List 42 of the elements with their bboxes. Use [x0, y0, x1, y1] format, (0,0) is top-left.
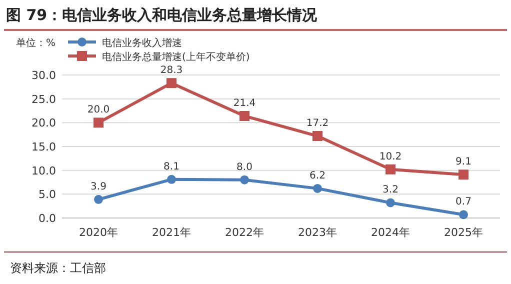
point: [167, 174, 176, 184]
point: [166, 78, 176, 88]
data-label: 17.2: [306, 118, 329, 130]
y-tick-label: 30.0: [32, 69, 56, 82]
x-tick-label: 2025年: [444, 226, 483, 239]
chart-title: 图 79：电信业务收入和电信业务总量增长情况: [6, 6, 318, 24]
point: [312, 131, 322, 142]
y-tick-label: 15.0: [32, 140, 56, 154]
point: [240, 175, 249, 184]
legend-label: 电信业务总量增速(上年不变单价): [102, 51, 250, 63]
y-tick-label: 20.0: [32, 116, 56, 130]
data-label: 6.2: [310, 170, 326, 182]
text: 资料来源：工信部: [10, 261, 106, 275]
data-label: 0.7: [456, 196, 472, 208]
y-tick-label: 5.0: [38, 188, 56, 202]
y-tick-label: 0.0: [38, 212, 56, 225]
x-tick-label: 2024年: [371, 226, 410, 239]
point: [386, 198, 395, 208]
data-label: 21.4: [233, 98, 256, 109]
data-label: 9.1: [456, 156, 472, 168]
y-tick-label: 25.0: [32, 92, 56, 106]
data-label: 8.0: [236, 162, 252, 173]
data-label: 10.2: [379, 151, 402, 162]
point: [94, 194, 103, 204]
point: [94, 118, 104, 128]
x-tick-label: 2020年: [79, 226, 118, 239]
data-label: 3.2: [382, 184, 398, 196]
x-tick-label: 2023年: [298, 226, 337, 239]
point: [458, 170, 468, 180]
x-tick-label: 2021年: [152, 226, 191, 239]
point: [386, 164, 396, 174]
data-label: 28.3: [160, 65, 183, 76]
data-label: 3.9: [90, 181, 106, 192]
point: [459, 210, 468, 220]
data-label: 20.0: [87, 104, 110, 116]
y-axis-title: 单位：%: [16, 37, 56, 49]
y-tick-label: 10.0: [32, 164, 56, 178]
data-label: 8.1: [164, 161, 180, 172]
x-tick-label: 2022年: [225, 226, 264, 239]
legend-label: 电信业务收入增速: [102, 37, 182, 49]
point: [313, 184, 322, 193]
point: [240, 110, 250, 121]
